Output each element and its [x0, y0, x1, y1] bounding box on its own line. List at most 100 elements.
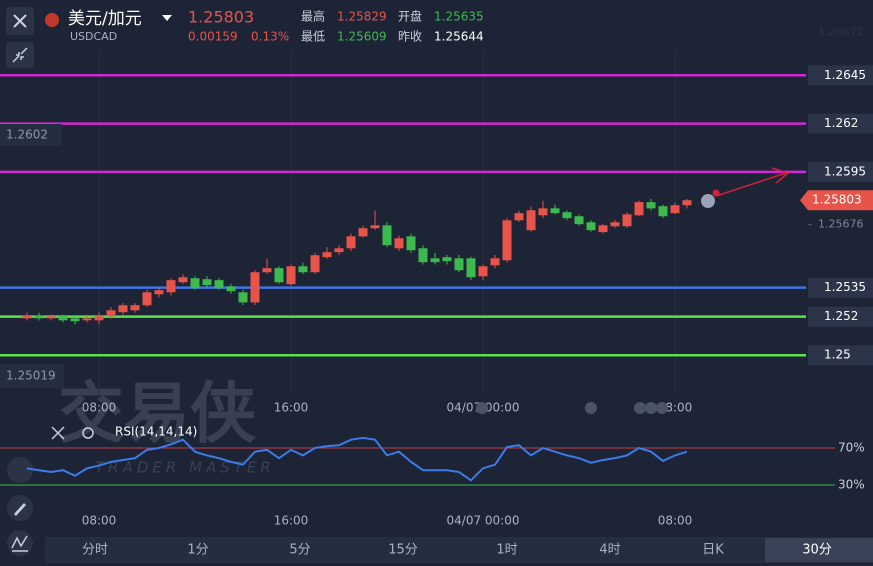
candle-body [202, 279, 212, 286]
trend-anchor [712, 189, 720, 197]
candle-body [526, 210, 536, 231]
candle-body [454, 258, 464, 271]
timeframe-tab[interactable]: 30分 [802, 543, 832, 558]
header-bg [0, 0, 873, 50]
level-label: 1.262 [824, 116, 858, 130]
toolbar [6, 7, 34, 556]
level-label-bg [808, 345, 873, 366]
low-value: 1.25609 [337, 30, 387, 44]
left-label-bg [0, 124, 62, 146]
candle-body [58, 316, 68, 321]
event-marker[interactable] [656, 402, 668, 414]
candle-body [634, 202, 644, 216]
x-tick-label: 16:00 [274, 401, 309, 415]
candle-body [658, 206, 668, 217]
candle-body [334, 248, 344, 253]
level-label: 70% [838, 441, 865, 455]
left-label: 1.2602 [6, 128, 48, 142]
candle-body [118, 305, 128, 313]
candle-body [550, 208, 560, 214]
level-label-bg [808, 113, 873, 134]
rsi-settings[interactable] [82, 427, 94, 439]
line-icon [11, 535, 28, 552]
candle-body [130, 305, 140, 311]
indicator-button[interactable] [7, 457, 33, 483]
info-icon[interactable] [701, 194, 715, 208]
candle-body [490, 258, 500, 266]
candle-body [610, 222, 620, 227]
candle-body [442, 257, 452, 262]
timeframe-tab[interactable]: 4时 [599, 543, 620, 558]
candle-body [250, 272, 260, 303]
candle-body [298, 266, 308, 273]
candle-body [466, 258, 476, 278]
candle-body [214, 280, 224, 289]
high-label: 最高 [301, 9, 325, 24]
candle-body [574, 216, 584, 225]
candle-body [106, 310, 116, 317]
watermark-en: TRADER MASTER [95, 459, 275, 477]
open-label: 开盘 [398, 9, 422, 24]
pencil-icon [14, 503, 26, 516]
candle-body [226, 286, 236, 292]
candle-body [418, 248, 428, 263]
header: 美元/加元 USDCAD 1.25803 0.00159 0.13% 最高 1.… [45, 8, 484, 44]
candle-body [82, 318, 92, 321]
candle-body [478, 266, 488, 277]
candle-body [262, 268, 272, 273]
indicator-title: RSI(14,14,14) [115, 425, 197, 439]
candle-body [406, 236, 416, 251]
x-tick-label: 08:00 [82, 514, 117, 528]
candle-body [430, 258, 440, 263]
timeframe-selected [765, 538, 873, 562]
candle-body [154, 290, 164, 295]
candle-body [646, 202, 656, 209]
arrow-head [771, 167, 790, 184]
timeframe-bg [45, 537, 873, 563]
change-pct: 0.13% [251, 30, 289, 44]
timeframe-tab[interactable]: 15分 [388, 543, 418, 558]
timeframe-tab[interactable]: 1分 [187, 543, 208, 558]
x-tick-label: 08:00 [658, 514, 693, 528]
last-price: 1.25803 [812, 193, 862, 207]
pair-title[interactable]: 美元/加元 [68, 9, 142, 29]
close-icon [13, 14, 27, 28]
timeframe-bar: 分时 1分 5分 15分 1时 4时 日K 30分 [45, 537, 873, 563]
timeframe-tab[interactable]: 分时 [82, 543, 108, 558]
y-tick-label: 1.25676 [818, 218, 864, 231]
annotations [51, 167, 790, 440]
candle-body [586, 222, 596, 231]
timeframe-tab[interactable]: 5分 [289, 543, 310, 558]
collapse-button[interactable] [6, 42, 34, 68]
candle-body [34, 315, 44, 319]
last-price-tag [800, 190, 873, 211]
event-marker[interactable] [645, 402, 657, 414]
rsi-close[interactable] [51, 426, 65, 440]
level-label-bg [808, 306, 873, 327]
level-label: 1.2595 [824, 164, 866, 178]
candle-body [46, 316, 56, 319]
left-label-bg [0, 364, 64, 388]
collapse-icon [12, 47, 28, 63]
candle-body [358, 228, 368, 237]
candle-body [598, 225, 608, 233]
event-marker[interactable] [634, 402, 646, 414]
flag-icon [45, 13, 59, 27]
candle-body [394, 238, 404, 249]
dropdown-icon[interactable] [162, 15, 172, 21]
event-marker[interactable] [476, 402, 488, 414]
price: 1.25803 [188, 8, 254, 27]
candle-body [286, 266, 296, 285]
low-label: 最低 [301, 30, 325, 44]
trend-arrow [715, 172, 787, 197]
high-value: 1.25829 [337, 10, 387, 24]
candle-body [346, 236, 356, 249]
prev-value: 1.25644 [434, 30, 484, 44]
event-marker[interactable] [585, 402, 597, 414]
candle-body [178, 277, 188, 283]
timeframe-tab[interactable]: 1时 [496, 543, 517, 558]
level-label: 30% [838, 478, 865, 492]
timeframe-tab[interactable]: 日K [702, 543, 724, 558]
